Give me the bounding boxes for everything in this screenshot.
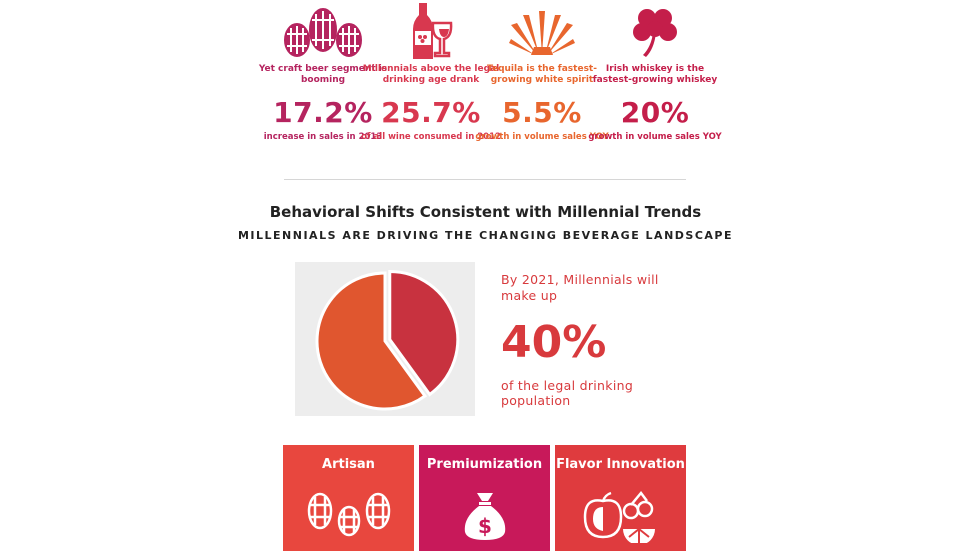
stat-subtext: growth in volume sales YOY (588, 132, 722, 142)
stat-wine: Millennials above the legal drinking age… (361, 0, 501, 143)
stat-value: 5.5% (502, 96, 582, 129)
wine-bottle-glass-icon (361, 0, 501, 62)
tile-label: Artisan (322, 457, 375, 472)
pie-slice (388, 269, 460, 397)
fruit-icon (555, 491, 686, 543)
stat-subtext: increase in sales in 2013 (263, 132, 383, 142)
stat-value: 20% (620, 96, 690, 129)
svg-text:$: $ (478, 514, 492, 538)
section-divider (284, 179, 686, 180)
stat-value: 17.2% (273, 96, 373, 129)
stat-tequila: Tequila is the fastest-growing white spi… (472, 0, 612, 143)
pie-slice (315, 271, 428, 411)
callout-tail: of the legal drinking population (501, 378, 634, 408)
section-title: Behavioral Shifts Consistent with Millen… (269, 203, 702, 221)
pie-chart (315, 269, 460, 411)
tile-artisan: Artisan (283, 445, 414, 551)
tile-premiumization: Premiumization $ (419, 445, 550, 551)
stat-description: Tequila is the fastest-growing white spi… (487, 64, 597, 85)
tile-label: Flavor Innovation (556, 457, 685, 472)
barrels-icon (283, 491, 414, 541)
beer-barrels-icon (253, 0, 393, 62)
stat-subtext: of all wine consumed in 2012 (361, 132, 501, 142)
section-subtitle: MILLENNIALS ARE DRIVING THE CHANGING BEV… (237, 229, 733, 242)
stat-description: Yet craft beer segment is booming (258, 64, 388, 85)
callout-lead: By 2021, Millennials will make up (501, 272, 659, 303)
agave-icon (472, 0, 612, 62)
stat-subtext: growth in volume sales YOY (475, 132, 609, 142)
callout-value: 40% (501, 317, 607, 368)
money-bag-icon: $ (419, 491, 550, 541)
stat-description: Irish whiskey is the fastest-growing whi… (592, 64, 718, 85)
tile-label: Premiumization (426, 457, 543, 472)
stat-value: 25.7% (381, 96, 481, 129)
pie-chart-panel (295, 262, 475, 416)
shamrock-icon (585, 0, 725, 62)
stat-description: Millennials above the legal drinking age… (362, 64, 500, 85)
stat-irish-whiskey: Irish whiskey is the fastest-growing whi… (585, 0, 725, 143)
tile-flavor-innovation: Flavor Innovation (555, 445, 686, 551)
stat-craft-beer: Yet craft beer segment is booming 17.2% … (253, 0, 393, 143)
